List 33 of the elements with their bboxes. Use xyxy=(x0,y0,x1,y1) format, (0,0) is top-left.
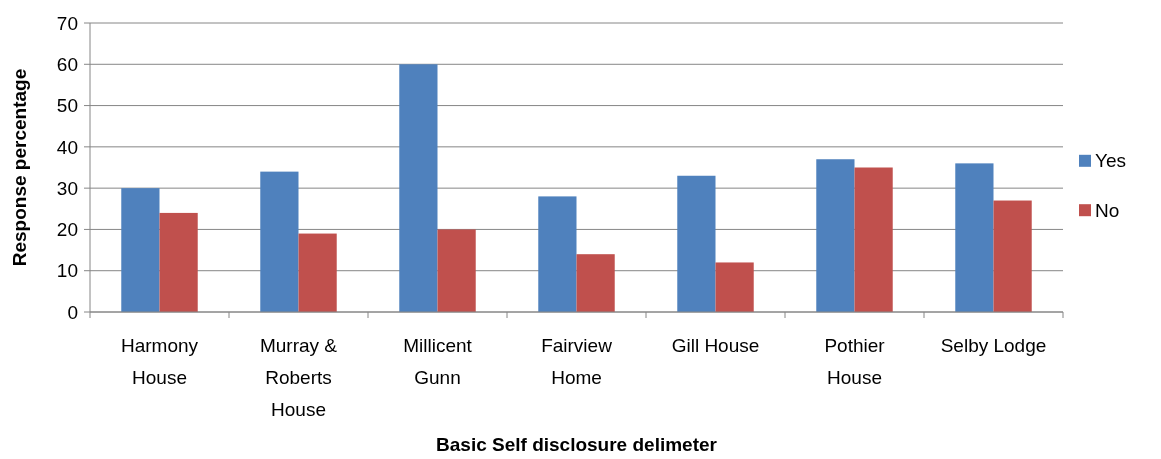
y-tick-label: 50 xyxy=(56,95,78,117)
x-tick-label: Gill House xyxy=(671,335,760,356)
legend-label: Yes xyxy=(1095,150,1126,172)
bar xyxy=(159,212,198,312)
y-tick-label: 70 xyxy=(56,12,78,34)
bar xyxy=(399,64,438,312)
legend-label: No xyxy=(1095,199,1120,221)
y-axis-title: Response percentage xyxy=(9,68,30,267)
bar xyxy=(437,229,476,312)
y-tick-label: 0 xyxy=(67,301,78,323)
x-tick-label: Pothier House xyxy=(824,335,886,388)
x-tick-label: Millicent Gunn xyxy=(403,335,473,388)
y-tick-label: 40 xyxy=(56,136,78,158)
bar xyxy=(298,233,337,312)
x-tick-label: Murray & Roberts House xyxy=(259,335,338,420)
x-tick-label: Fairview Home xyxy=(541,335,613,388)
y-tick-label: 60 xyxy=(56,53,78,75)
y-tick-label: 20 xyxy=(56,219,78,241)
bar xyxy=(955,163,994,312)
bar xyxy=(854,167,893,312)
bar xyxy=(538,196,577,312)
bar xyxy=(677,175,716,312)
bar xyxy=(993,200,1032,312)
bar xyxy=(260,171,299,312)
y-tick-label: 30 xyxy=(56,177,78,199)
bar xyxy=(816,159,855,312)
x-axis-title: Basic Self disclosure delimeter xyxy=(436,434,718,455)
x-tick-label: Harmony House xyxy=(120,335,199,388)
y-tick-label: 10 xyxy=(56,260,78,282)
bar xyxy=(576,254,615,312)
x-tick-label: Selby Lodge xyxy=(940,335,1047,356)
bar xyxy=(715,262,754,312)
bar xyxy=(121,188,160,312)
